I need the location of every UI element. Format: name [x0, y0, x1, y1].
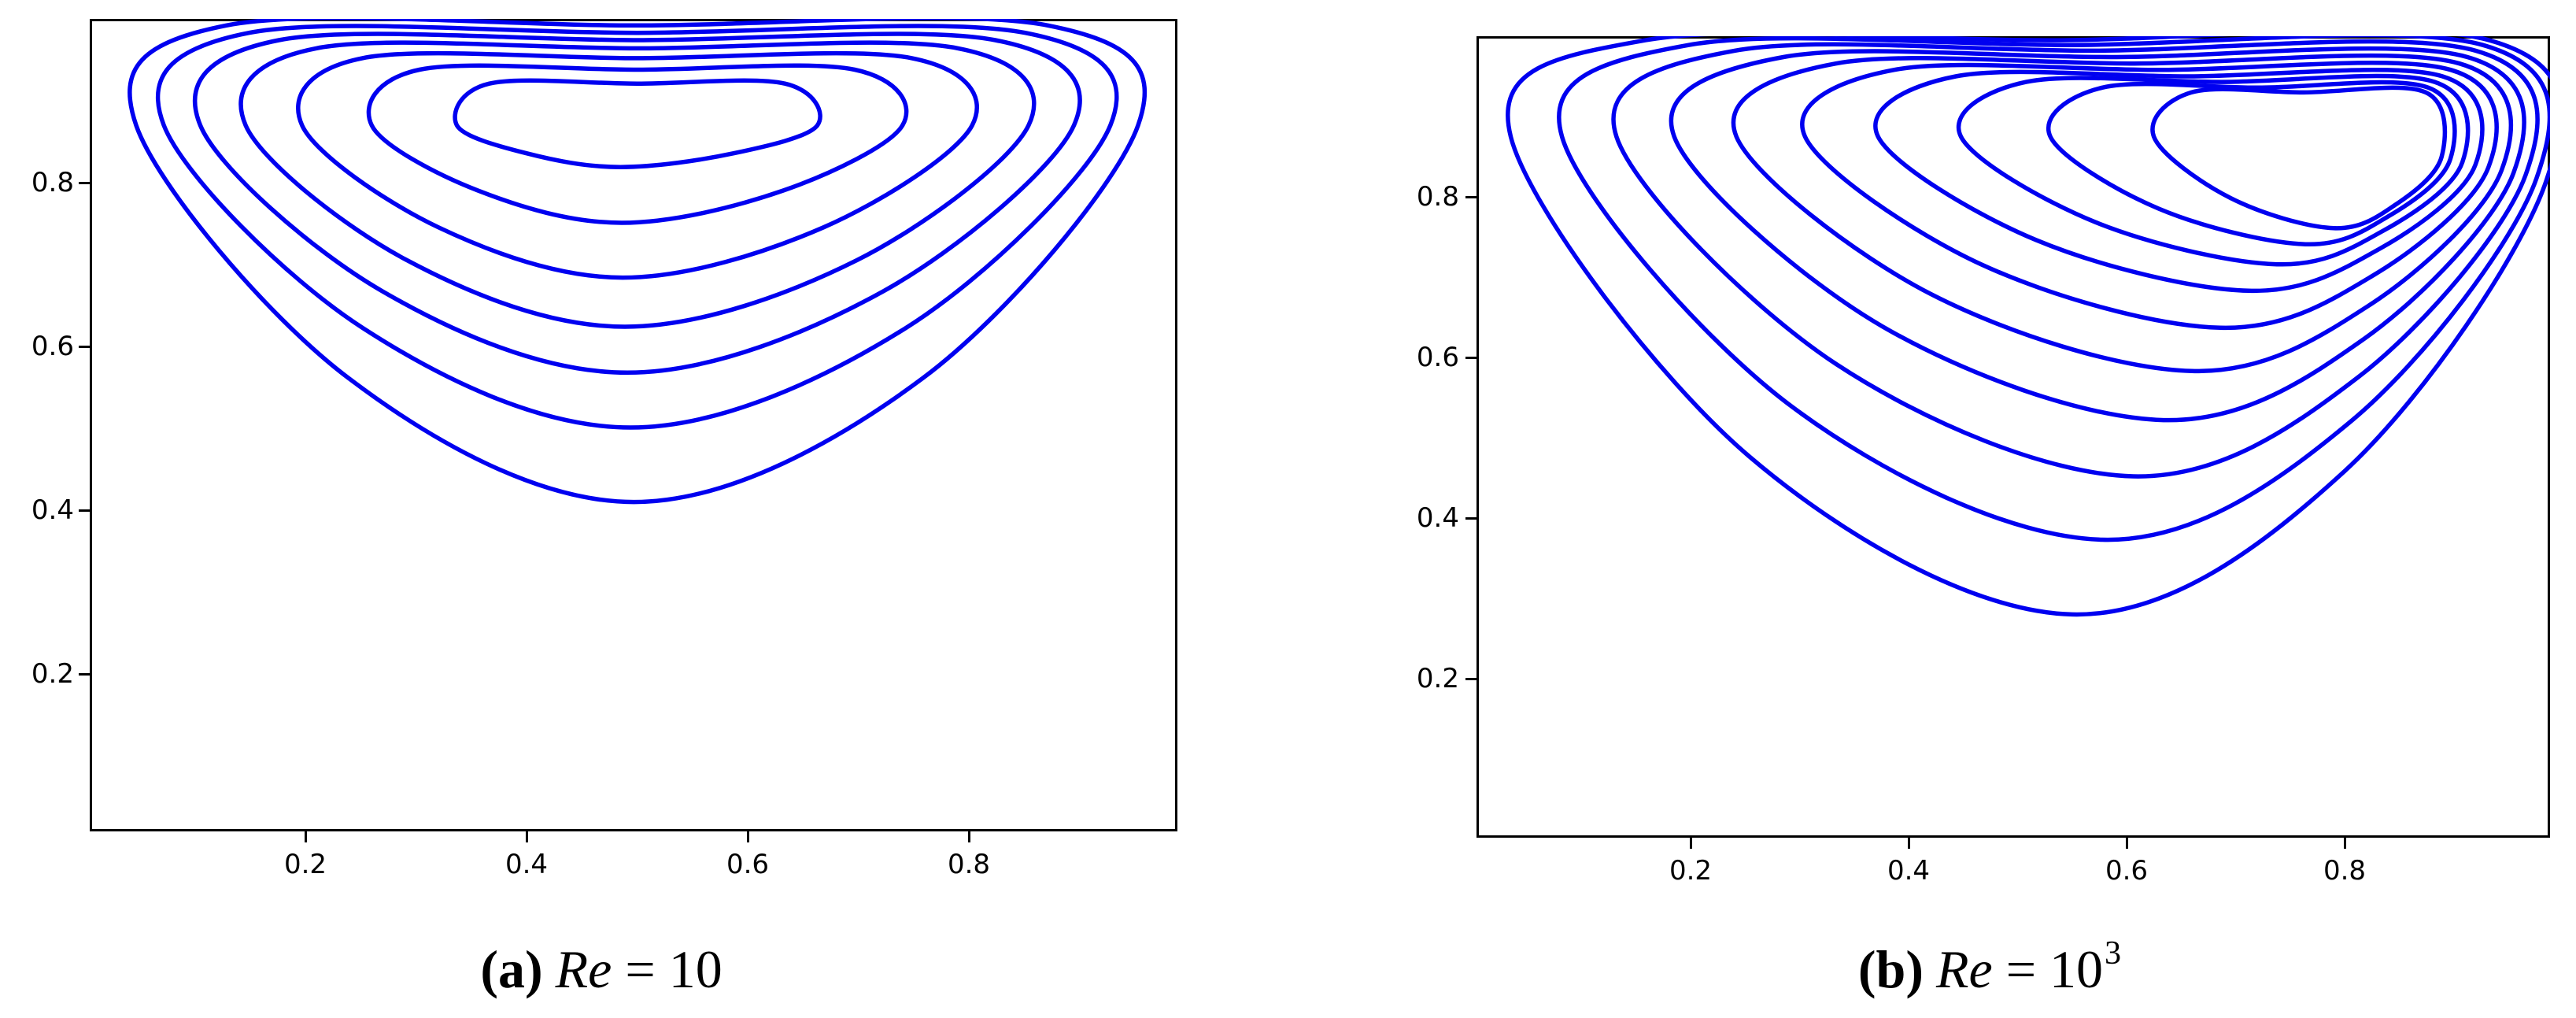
y-tick-label: 0.8 [31, 167, 74, 198]
y-tick [79, 509, 90, 512]
y-tick [79, 672, 90, 676]
x-tick-label: 0.6 [2105, 855, 2149, 887]
streamline-contour [1669, 46, 2526, 423]
y-tick-label: 0.4 [31, 494, 74, 526]
y-tick [1465, 195, 1476, 198]
caption-b-value: 10 [2049, 939, 2104, 999]
y-tick-label: 0.8 [1416, 181, 1459, 213]
contour-plot-a [128, 19, 1148, 505]
x-tick [525, 831, 528, 842]
y-tick [1465, 677, 1476, 680]
y-tick-label: 0.6 [31, 331, 74, 362]
contour-plot-b [1506, 36, 2550, 617]
y-tick-label: 0.2 [31, 658, 74, 690]
y-tick-label: 0.4 [1416, 502, 1459, 534]
streamline-contour [1873, 67, 2485, 294]
y-tick [1465, 356, 1476, 359]
y-tick [79, 345, 90, 348]
x-tick [1689, 838, 1692, 849]
streamline-contour [1800, 60, 2499, 331]
streamline-contour [1731, 53, 2514, 374]
streamline-contour [366, 63, 909, 225]
caption-a-symbol: Re [555, 939, 612, 999]
x-tick [304, 831, 307, 842]
streamline-contour [1956, 73, 2471, 267]
streamline-contour [192, 31, 1082, 376]
x-tick [2125, 838, 2128, 849]
streamline-contour [1557, 36, 2550, 542]
streamline-contour [2150, 85, 2448, 231]
streamline-contour [1611, 39, 2540, 479]
x-tick [2343, 838, 2346, 849]
x-tick [967, 831, 970, 842]
caption-a: (a) Re = 10 [480, 938, 723, 1001]
caption-b-relation: = [1992, 939, 2050, 999]
caption-b-exponent: 3 [2105, 935, 2122, 972]
y-tick [1465, 516, 1476, 520]
caption-b-label: (b) [1857, 939, 1924, 999]
x-tick [746, 831, 749, 842]
plot-box-a [90, 19, 1177, 831]
streamline-contour [1506, 36, 2550, 617]
streamline-contour [2046, 80, 2457, 246]
x-tick-label: 0.4 [1887, 855, 1931, 887]
y-tick-label: 0.6 [1416, 342, 1459, 373]
streamline-contour [128, 19, 1148, 505]
x-tick-label: 0.6 [726, 849, 770, 880]
y-tick [79, 181, 90, 184]
streamline-contour [155, 24, 1119, 430]
x-tick-label: 0.4 [504, 849, 549, 880]
x-tick-label: 0.8 [947, 849, 991, 880]
caption-b-symbol: Re [1935, 939, 1993, 999]
y-tick-label: 0.2 [1416, 663, 1459, 694]
x-tick-label: 0.2 [283, 849, 327, 880]
caption-a-value: 10 [668, 939, 723, 999]
x-tick [1907, 838, 1910, 849]
caption-a-label: (a) [480, 939, 543, 999]
streamline-contour [296, 50, 979, 280]
streamline-contour [238, 40, 1037, 329]
streamline-contour [453, 78, 822, 169]
x-tick-label: 0.8 [2323, 855, 2367, 887]
caption-a-relation: = [612, 939, 669, 999]
x-tick-label: 0.2 [1669, 855, 1713, 887]
caption-b: (b) Re = 103 [1857, 935, 2122, 1001]
plot-box-b [1476, 36, 2550, 838]
